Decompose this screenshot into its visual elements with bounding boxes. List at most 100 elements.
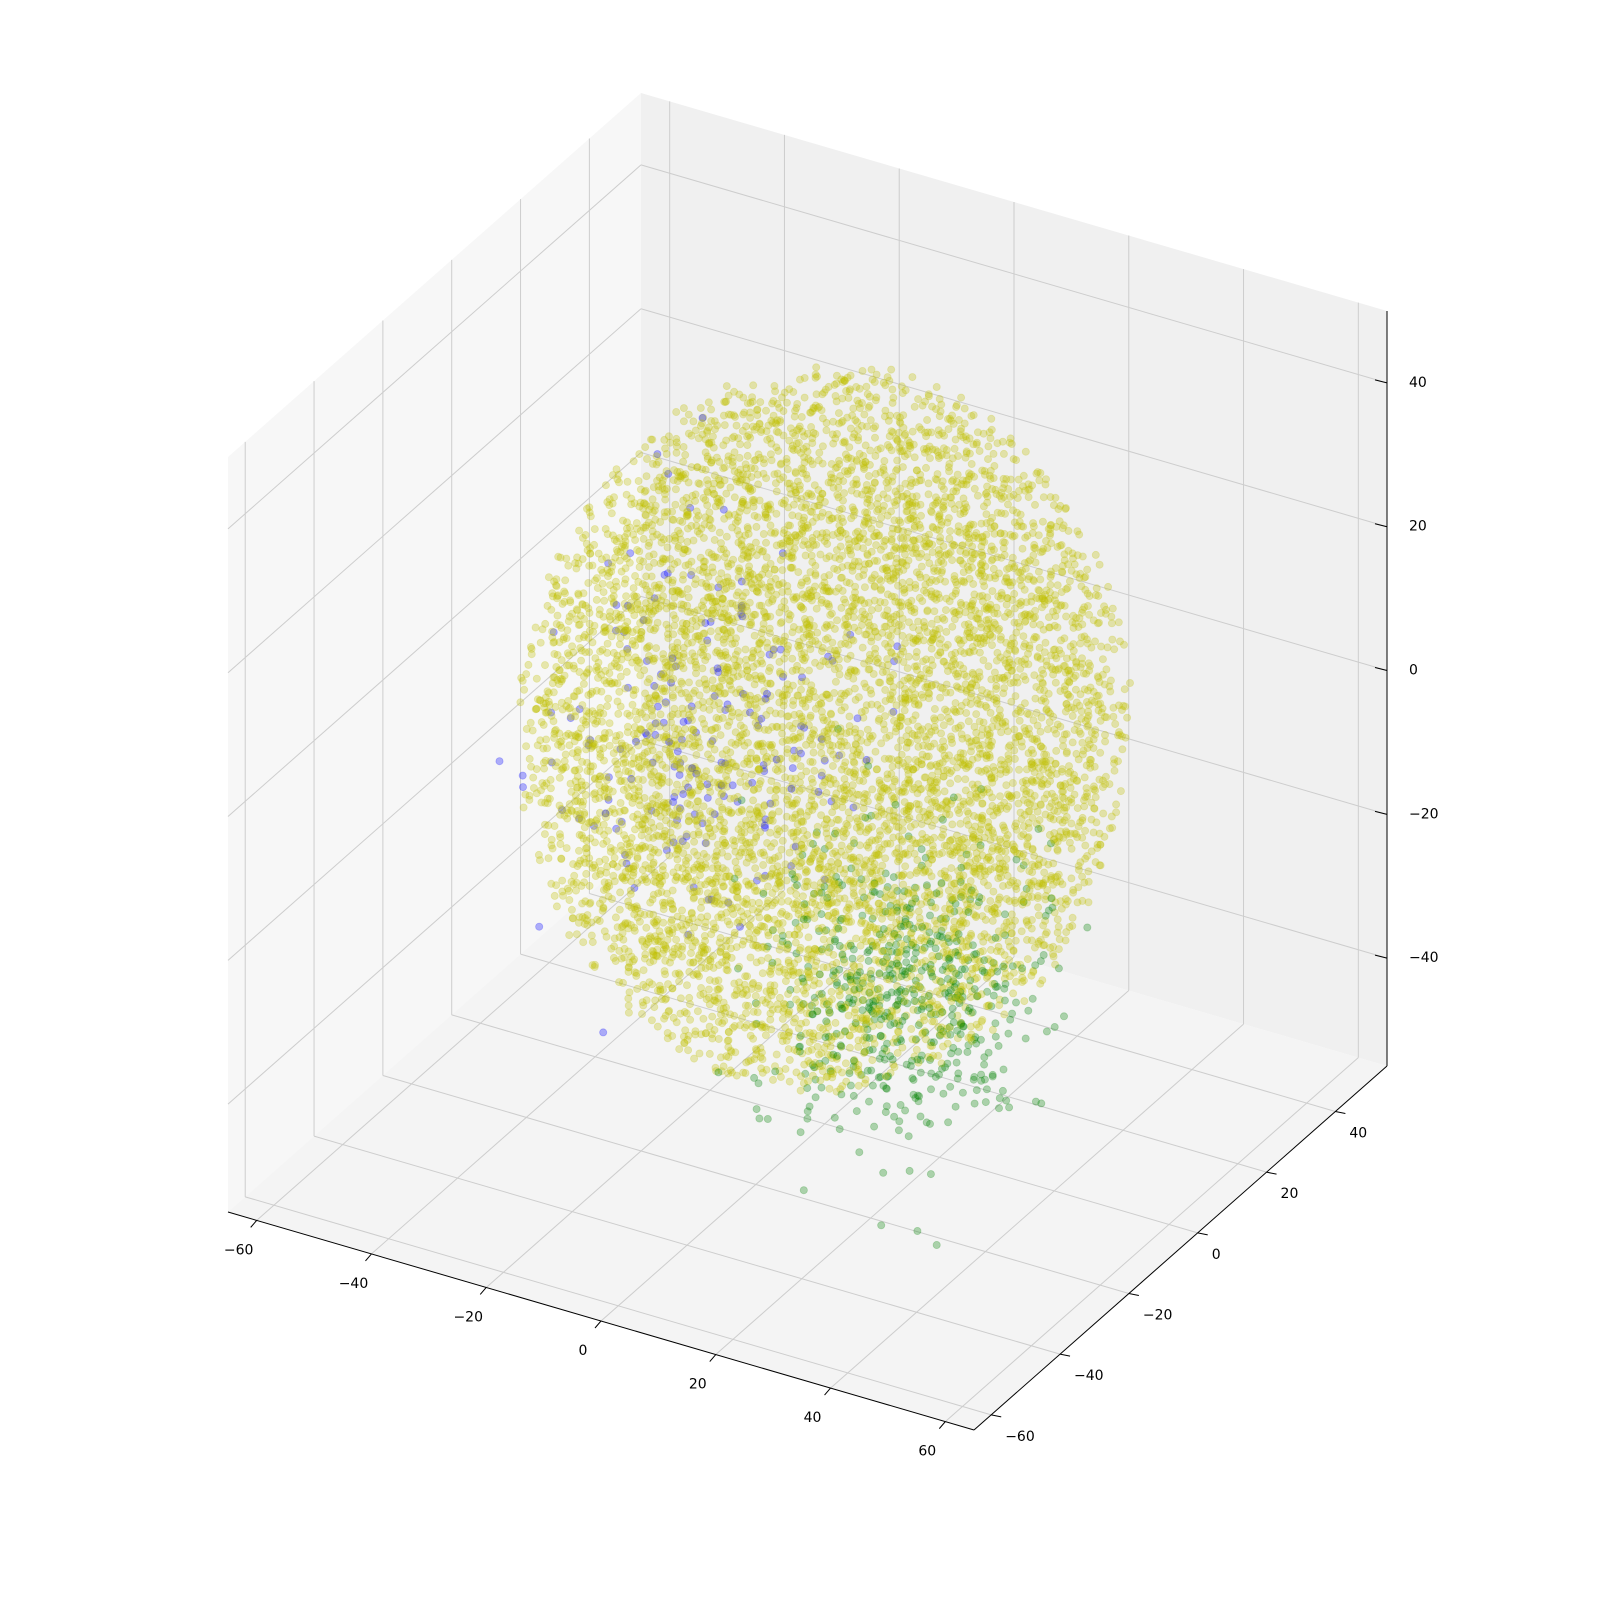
scatter-point [563, 626, 572, 635]
scatter-point [1070, 726, 1079, 735]
scatter-point [1020, 997, 1029, 1006]
scatter-point [607, 509, 616, 518]
scatter-point [959, 433, 968, 442]
scatter-point [883, 494, 892, 503]
scatter-point [1017, 657, 1026, 666]
scatter-point [808, 492, 817, 501]
scatter-point [721, 398, 730, 407]
scatter-point [1091, 637, 1100, 646]
scatter-point [778, 588, 787, 597]
scatter-point [734, 573, 743, 582]
grid-line-x [830, 1023, 1244, 1389]
scatter-point [818, 529, 827, 538]
scatter-point [934, 558, 943, 567]
scatter-point [679, 717, 688, 726]
scatter-point [794, 641, 803, 650]
scatter-point [722, 382, 731, 391]
scatter-point [896, 413, 905, 422]
scatter-point [986, 708, 995, 717]
scatter-point [785, 385, 794, 394]
scatter-point [812, 363, 821, 372]
scatter-point [614, 770, 623, 779]
scatter-point [939, 485, 948, 494]
scatter-point [901, 479, 910, 488]
scatter-point [954, 451, 963, 460]
scatter-point [767, 528, 776, 537]
scatter-point [1047, 894, 1056, 903]
scatter-point [856, 954, 865, 963]
scatter-point [704, 750, 713, 759]
scatter-point [1064, 769, 1073, 778]
scatter-point [889, 873, 898, 882]
scatter-point [966, 556, 975, 565]
scatter-point [1018, 544, 1027, 553]
scatter-point [900, 588, 909, 597]
scatter-point [993, 967, 1002, 976]
scatter-point [1067, 874, 1076, 883]
scatter-point [799, 892, 808, 901]
scatter-point [941, 606, 950, 615]
scatter-point [677, 677, 686, 686]
scatter-point [928, 952, 937, 961]
scatter-point [605, 495, 614, 504]
scatter-point [831, 391, 840, 400]
scatter-point [797, 603, 806, 612]
scatter-point [687, 725, 696, 734]
scatter-point [943, 661, 952, 670]
scatter-point [938, 477, 947, 486]
scatter-point [694, 511, 703, 520]
scatter-point [1062, 828, 1071, 837]
scatter-point [629, 584, 638, 593]
scatter-point [1027, 916, 1036, 925]
scatter-point [617, 567, 626, 576]
scatter-point [936, 533, 945, 542]
scatter-point [962, 816, 971, 825]
scatter-point [601, 481, 610, 490]
scatter-point [875, 796, 884, 805]
scatter-point [720, 638, 729, 647]
scatter-point [913, 466, 922, 475]
scatter-point [910, 997, 919, 1006]
scatter-point [959, 560, 968, 569]
scatter-point [916, 726, 925, 735]
scatter-point [857, 490, 866, 499]
scatter-point [535, 922, 544, 931]
scatter-point [556, 840, 565, 849]
scatter-point [888, 625, 897, 634]
scatter-point [928, 402, 937, 411]
scatter-point [1025, 878, 1034, 887]
grid-line-y [382, 1075, 1130, 1294]
scatter-point [754, 480, 763, 489]
scatter-point [891, 542, 900, 551]
scatter-point [553, 651, 562, 660]
scatter-point [1020, 642, 1029, 651]
scatter-point [957, 393, 966, 402]
scatter-point [1002, 834, 1011, 843]
scatter-point [1004, 484, 1013, 493]
scatter-point [830, 646, 839, 655]
scatter-point [665, 851, 674, 860]
scatter-point [641, 443, 650, 452]
scatter-point [783, 465, 792, 474]
scatter-point [915, 593, 924, 602]
scatter-point [883, 655, 892, 664]
scatter-point [1065, 838, 1074, 847]
scatter-point [778, 836, 787, 845]
scatter-point [972, 710, 981, 719]
scatter-point [1025, 867, 1034, 876]
scatter-point [929, 635, 938, 644]
scatter-point [1057, 767, 1066, 776]
scatter-point [631, 536, 640, 545]
scatter-point [666, 819, 675, 828]
scatter-point [946, 527, 955, 536]
scatter-point [566, 596, 575, 605]
scatter-point [900, 541, 909, 550]
scatter-point [863, 738, 872, 747]
scatter-point [849, 674, 858, 683]
scatter-point [959, 494, 968, 503]
scatter-point [1043, 725, 1052, 734]
scatter-point [1094, 691, 1103, 700]
scatter-point [867, 576, 876, 585]
scatter-point [1024, 1006, 1033, 1015]
scatter-point [646, 625, 655, 634]
